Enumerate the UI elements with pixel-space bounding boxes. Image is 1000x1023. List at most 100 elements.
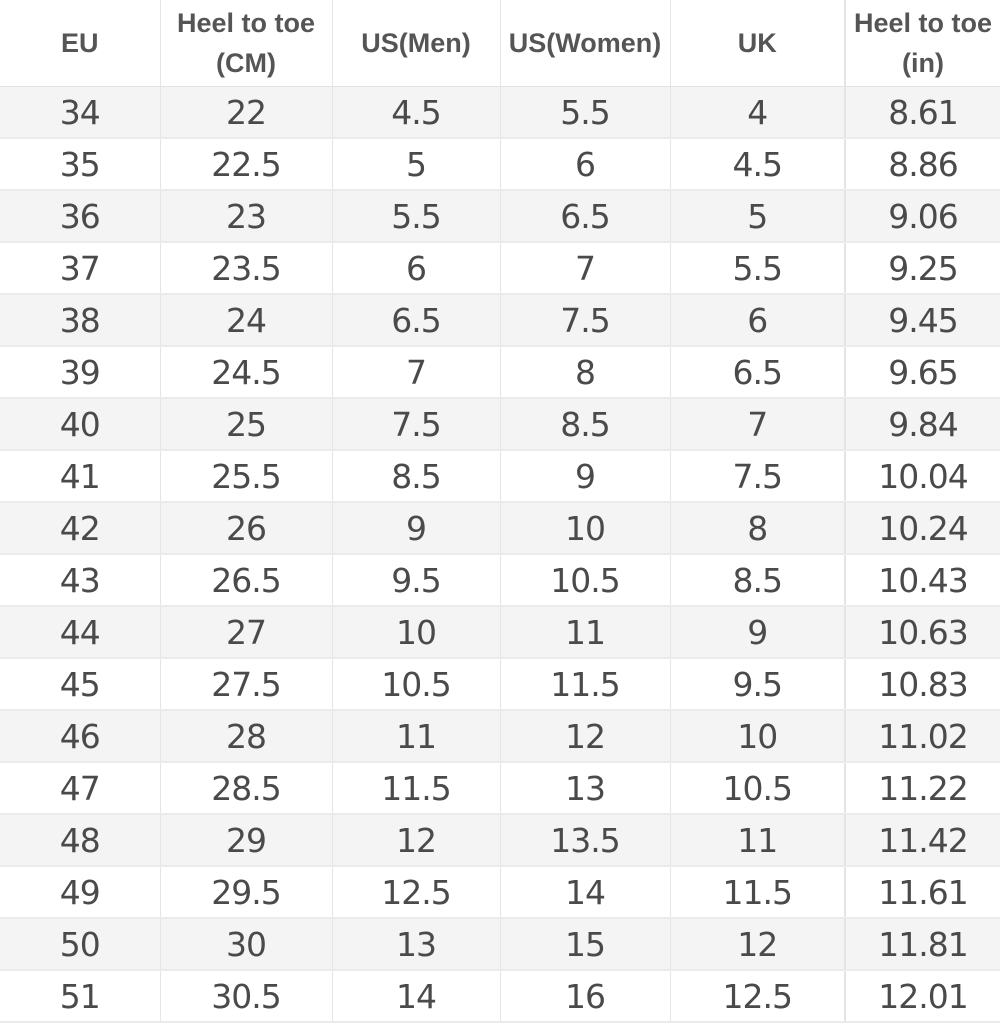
cell-heel-cm: 22 bbox=[160, 86, 333, 139]
header-us-women-label: US(Women) bbox=[508, 28, 662, 58]
cell-us-women: 8.5 bbox=[500, 398, 671, 451]
cell-heel-cm: 27.5 bbox=[160, 658, 333, 711]
cell-us-women: 10 bbox=[500, 502, 671, 555]
cell-eu: 43 bbox=[0, 554, 161, 607]
cell-eu: 51 bbox=[0, 970, 161, 1023]
cell-uk: 6.5 bbox=[670, 346, 846, 399]
cell-heel-in: 10.24 bbox=[844, 502, 1000, 555]
header-heel-to-toe-in: Heel to toe (in) bbox=[844, 0, 1000, 87]
cell-uk: 9.5 bbox=[670, 658, 846, 711]
cell-us-men: 11.5 bbox=[332, 762, 501, 815]
cell-eu: 41 bbox=[0, 450, 161, 503]
cell-heel-cm: 27 bbox=[160, 606, 333, 659]
cell-us-men: 9 bbox=[332, 502, 501, 555]
cell-uk: 6 bbox=[670, 294, 846, 347]
cell-eu: 37 bbox=[0, 242, 161, 295]
cell-us-women: 14 bbox=[500, 866, 671, 919]
cell-uk: 5.5 bbox=[670, 242, 846, 295]
table-row: 35 22.5 5 6 4.5 8.86 bbox=[0, 138, 1000, 191]
table-row: 40 25 7.5 8.5 7 9.84 bbox=[0, 398, 1000, 451]
cell-eu: 47 bbox=[0, 762, 161, 815]
header-heel-to-toe-cm-line1: Heel to toe bbox=[176, 8, 316, 38]
cell-us-women: 5.5 bbox=[500, 86, 671, 139]
cell-heel-in: 10.83 bbox=[844, 658, 1000, 711]
cell-eu: 38 bbox=[0, 294, 161, 347]
cell-eu: 42 bbox=[0, 502, 161, 555]
cell-heel-cm: 30 bbox=[160, 918, 333, 971]
table-row: 48 29 12 13.5 11 11.42 bbox=[0, 814, 1000, 867]
size-rows: 34 22 4.5 5.5 4 8.61 35 22.5 5 6 4.5 8.8… bbox=[0, 86, 1000, 1023]
cell-heel-in: 11.42 bbox=[844, 814, 1000, 867]
cell-uk: 10.5 bbox=[670, 762, 846, 815]
cell-us-women: 6 bbox=[500, 138, 671, 191]
cell-us-women: 10.5 bbox=[500, 554, 671, 607]
cell-us-men: 4.5 bbox=[332, 86, 501, 139]
cell-heel-cm: 28 bbox=[160, 710, 333, 763]
cell-heel-in: 8.86 bbox=[844, 138, 1000, 191]
table-row: 38 24 6.5 7.5 6 9.45 bbox=[0, 294, 1000, 347]
cell-heel-cm: 24 bbox=[160, 294, 333, 347]
cell-us-women: 7.5 bbox=[500, 294, 671, 347]
cell-eu: 39 bbox=[0, 346, 161, 399]
header-heel-to-toe-cm: Heel to toe (CM) bbox=[160, 0, 333, 87]
cell-uk: 4.5 bbox=[670, 138, 846, 191]
table-row: 39 24.5 7 8 6.5 9.65 bbox=[0, 346, 1000, 399]
cell-heel-in: 10.63 bbox=[844, 606, 1000, 659]
cell-us-men: 13 bbox=[332, 918, 501, 971]
table-row: 42 26 9 10 8 10.24 bbox=[0, 502, 1000, 555]
cell-us-women: 13 bbox=[500, 762, 671, 815]
table-row: 37 23.5 6 7 5.5 9.25 bbox=[0, 242, 1000, 295]
cell-uk: 12 bbox=[670, 918, 846, 971]
cell-us-men: 8.5 bbox=[332, 450, 501, 503]
cell-us-men: 6.5 bbox=[332, 294, 501, 347]
cell-heel-in: 10.43 bbox=[844, 554, 1000, 607]
cell-us-women: 12 bbox=[500, 710, 671, 763]
cell-uk: 8 bbox=[670, 502, 846, 555]
cell-heel-cm: 28.5 bbox=[160, 762, 333, 815]
table-row: 43 26.5 9.5 10.5 8.5 10.43 bbox=[0, 554, 1000, 607]
table-row: 49 29.5 12.5 14 11.5 11.61 bbox=[0, 866, 1000, 919]
cell-heel-cm: 22.5 bbox=[160, 138, 333, 191]
cell-us-men: 7.5 bbox=[332, 398, 501, 451]
cell-uk: 11 bbox=[670, 814, 846, 867]
cell-eu: 49 bbox=[0, 866, 161, 919]
cell-heel-in: 9.84 bbox=[844, 398, 1000, 451]
table-row: 34 22 4.5 5.5 4 8.61 bbox=[0, 86, 1000, 139]
cell-us-men: 14 bbox=[332, 970, 501, 1023]
cell-uk: 7 bbox=[670, 398, 846, 451]
table-row: 47 28.5 11.5 13 10.5 11.22 bbox=[0, 762, 1000, 815]
cell-heel-in: 8.61 bbox=[844, 86, 1000, 139]
header-us-women: US(Women) bbox=[500, 0, 671, 87]
cell-eu: 36 bbox=[0, 190, 161, 243]
cell-heel-cm: 26.5 bbox=[160, 554, 333, 607]
cell-eu: 34 bbox=[0, 86, 161, 139]
cell-us-women: 7 bbox=[500, 242, 671, 295]
cell-us-women: 9 bbox=[500, 450, 671, 503]
cell-eu: 35 bbox=[0, 138, 161, 191]
cell-us-men: 7 bbox=[332, 346, 501, 399]
cell-heel-in: 10.04 bbox=[844, 450, 1000, 503]
table-row: 44 27 10 11 9 10.63 bbox=[0, 606, 1000, 659]
header-eu-label: EU bbox=[60, 28, 99, 58]
cell-uk: 7.5 bbox=[670, 450, 846, 503]
cell-uk: 8.5 bbox=[670, 554, 846, 607]
cell-uk: 12.5 bbox=[670, 970, 846, 1023]
cell-heel-cm: 29.5 bbox=[160, 866, 333, 919]
cell-us-women: 15 bbox=[500, 918, 671, 971]
cell-heel-in: 9.45 bbox=[844, 294, 1000, 347]
cell-heel-cm: 30.5 bbox=[160, 970, 333, 1023]
cell-us-men: 10 bbox=[332, 606, 501, 659]
cell-heel-in: 9.65 bbox=[844, 346, 1000, 399]
cell-us-men: 12 bbox=[332, 814, 501, 867]
cell-us-women: 16 bbox=[500, 970, 671, 1023]
cell-eu: 50 bbox=[0, 918, 161, 971]
cell-us-men: 5 bbox=[332, 138, 501, 191]
header-heel-to-toe-cm-line2: (CM) bbox=[216, 48, 276, 78]
table-row: 36 23 5.5 6.5 5 9.06 bbox=[0, 190, 1000, 243]
table-row: 50 30 13 15 12 11.81 bbox=[0, 918, 1000, 971]
cell-heel-in: 11.61 bbox=[844, 866, 1000, 919]
cell-eu: 46 bbox=[0, 710, 161, 763]
cell-heel-cm: 23.5 bbox=[160, 242, 333, 295]
header-us-men-label: US(Men) bbox=[361, 28, 471, 58]
